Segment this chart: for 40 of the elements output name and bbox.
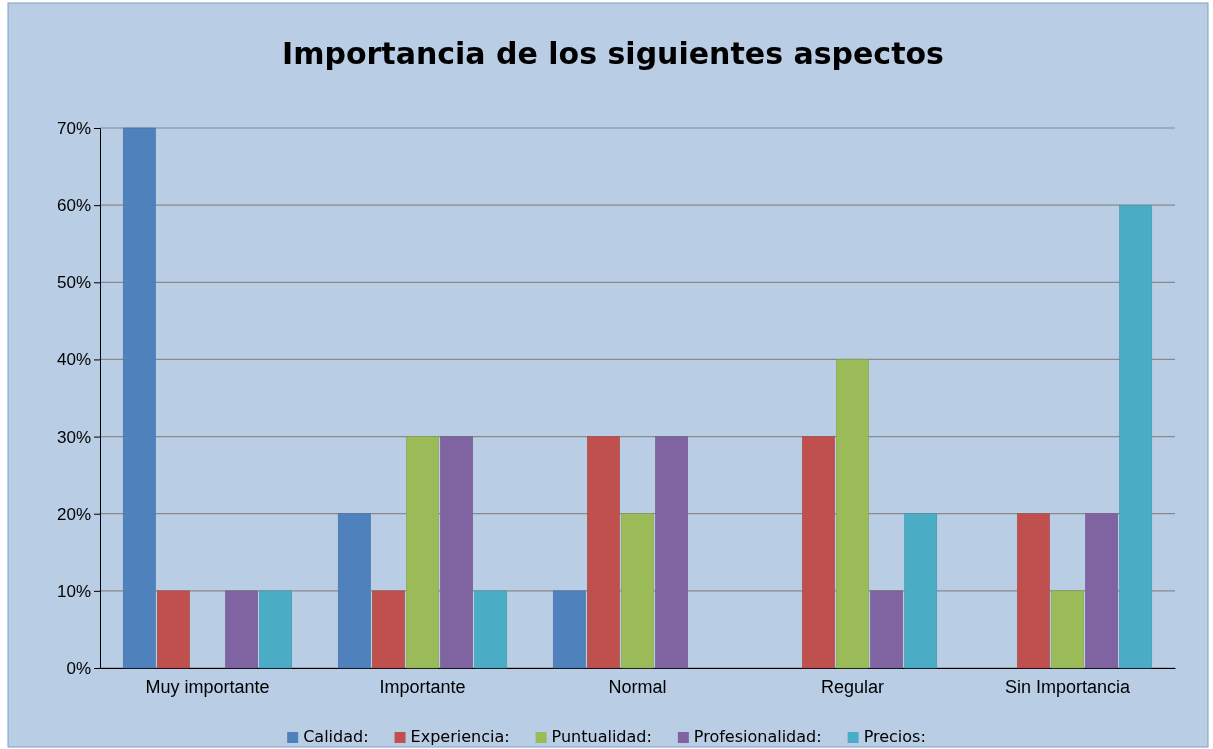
bar <box>1119 204 1153 669</box>
bar <box>836 359 869 669</box>
bar <box>802 436 835 669</box>
bar <box>904 513 938 669</box>
bar <box>406 436 439 669</box>
chart-title: Importancia de los siguientes aspectos <box>282 36 944 71</box>
x-tick-label: Muy importante <box>145 676 270 697</box>
x-tick-label: Regular <box>820 676 885 697</box>
bar <box>655 436 688 669</box>
bar <box>372 590 405 669</box>
bar <box>1085 513 1118 669</box>
legend-label: Puntualidad: <box>551 727 652 746</box>
legend-label: Precios: <box>863 727 926 746</box>
y-tick-label: 60% <box>56 196 91 216</box>
y-tick-label: 0% <box>66 658 91 678</box>
bar <box>870 590 903 669</box>
bar <box>587 436 620 669</box>
bar <box>1017 513 1050 669</box>
y-tick-label: 50% <box>56 273 91 293</box>
x-tick-label: Normal <box>608 676 667 697</box>
bar <box>337 513 371 669</box>
bar <box>621 513 654 669</box>
bar <box>225 590 258 669</box>
y-tick-label: 70% <box>56 118 91 138</box>
legend-label: Calidad: <box>303 727 369 746</box>
x-tick-label: Importante <box>379 676 466 697</box>
bar <box>122 127 156 669</box>
y-tick-label: 20% <box>56 504 91 524</box>
legend-label: Profesionalidad: <box>693 727 822 746</box>
bar <box>474 590 508 669</box>
bar <box>157 590 190 669</box>
bar <box>259 590 293 669</box>
y-tick-label: 30% <box>56 427 91 447</box>
bar <box>440 436 473 669</box>
y-tick-label: 10% <box>56 581 91 601</box>
bar <box>552 590 586 669</box>
legend-label: Experiencia: <box>410 727 510 746</box>
bar <box>1051 590 1084 669</box>
x-tick-label: Sin Importancia <box>1004 676 1132 697</box>
y-tick-label: 40% <box>56 350 91 370</box>
